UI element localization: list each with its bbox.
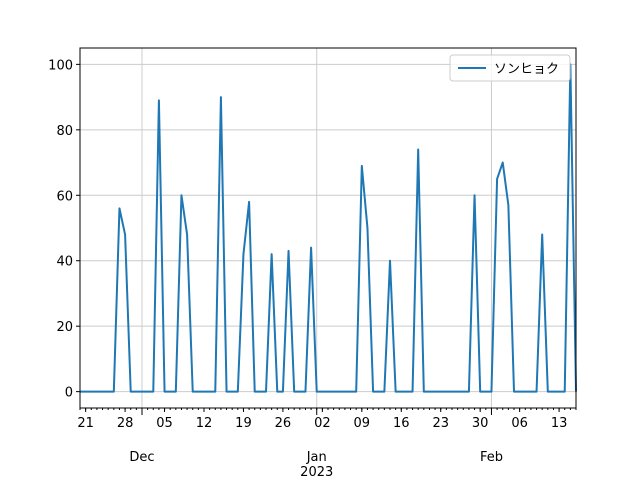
axes: 0 20 40 60 80 100 21 28 05 12 19 26 02 09 16 23 30 06 13 De… [48, 58, 577, 480]
x-tick-label: 26 [275, 416, 292, 431]
x-tick-label: 30 [472, 416, 489, 431]
y-tick-label: 80 [56, 124, 73, 139]
x-tick-label: 28 [117, 416, 134, 431]
x-month-label: Jan [306, 450, 327, 465]
x-tick-label: 06 [511, 416, 528, 431]
x-month-label: Dec [129, 450, 154, 465]
x-tick-label: 09 [354, 416, 371, 431]
legend: ソンヒョク [449, 54, 571, 82]
x-tick-label: 23 [432, 416, 449, 431]
x-year-label: 2023 [300, 465, 333, 480]
line-series [80, 63, 577, 393]
x-tick-label: 05 [156, 416, 173, 431]
x-tick-label: 02 [314, 416, 331, 431]
x-tick-label: 19 [235, 416, 252, 431]
legend-box [449, 54, 571, 82]
x-tick-label: 16 [393, 416, 410, 431]
y-tick-label: 40 [56, 255, 73, 270]
legend-label: ソンヒョク [494, 62, 559, 77]
x-month-label: Feb [480, 450, 503, 465]
y-tick-label: 100 [48, 58, 73, 73]
x-tick-label: 13 [551, 416, 568, 431]
x-tick-label: 21 [77, 416, 94, 431]
y-tick-label: 20 [56, 320, 73, 335]
x-tick-label: 12 [196, 416, 213, 431]
y-tick-label: 0 [65, 386, 73, 401]
lines [80, 63, 577, 393]
y-tick-label: 60 [56, 189, 73, 204]
